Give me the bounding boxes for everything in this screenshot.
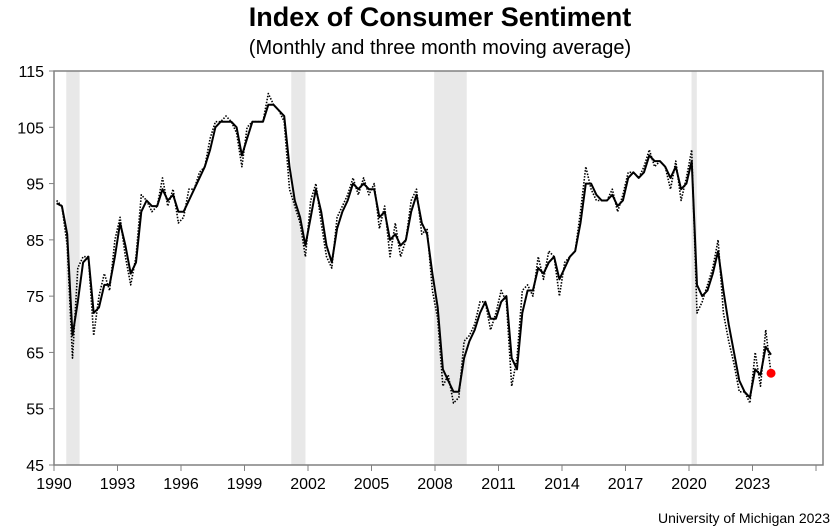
x-tick-label: 1993 (100, 476, 136, 493)
chart-subtitle: (Monthly and three month moving average) (248, 37, 632, 59)
recession-band (434, 71, 467, 465)
moving-average-line (56, 103, 772, 399)
y-tick-label: 45 (26, 458, 44, 475)
monthly-line (56, 92, 772, 404)
y-tick-label: 95 (26, 177, 44, 194)
chart-title: Index of Consumer Sentiment (248, 2, 632, 32)
y-tick-label: 115 (18, 64, 44, 81)
recession-band (691, 71, 697, 465)
recession-band (66, 71, 80, 465)
x-tick-label: 1990 (36, 476, 72, 493)
x-tick-label: 2008 (417, 476, 453, 493)
y-tick-label: 55 (26, 402, 44, 419)
x-tick-label: 2005 (354, 476, 390, 493)
x-tick-label: 2023 (735, 476, 771, 493)
x-tick-label: 2017 (608, 476, 644, 493)
y-tick-label: 75 (26, 289, 44, 306)
y-tick-label: 85 (26, 233, 44, 250)
y-tick-label: 65 (26, 345, 44, 362)
plot-frame (53, 70, 824, 466)
recession-band (291, 71, 306, 465)
x-tick-label: 1999 (227, 476, 263, 493)
x-tick-label: 2020 (671, 476, 707, 493)
x-tick-label: 1996 (163, 476, 199, 493)
y-tick-label: 105 (17, 120, 44, 137)
source-note: University of Michigan 2023 (658, 510, 830, 526)
x-tick-label: 2014 (544, 476, 580, 493)
latest-value-marker (766, 368, 776, 378)
x-tick-label: 2011 (481, 476, 516, 493)
x-tick-label: 2002 (290, 476, 326, 493)
